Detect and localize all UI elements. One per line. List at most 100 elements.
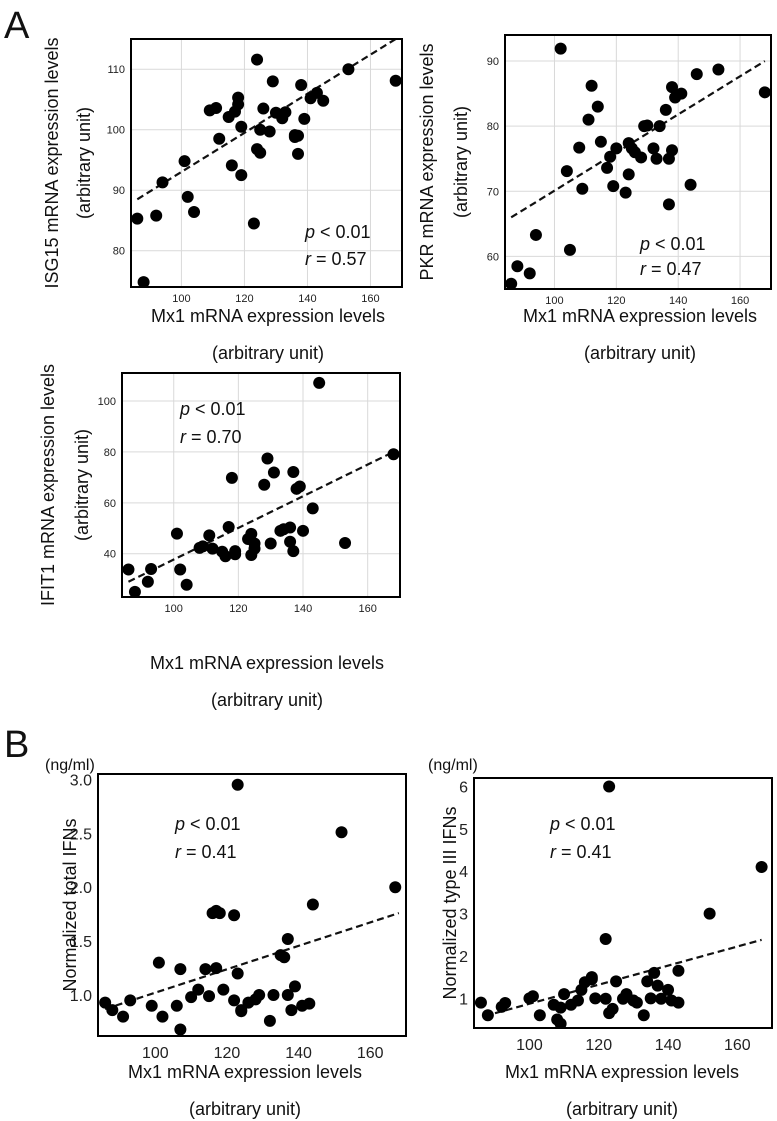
y-tick-label: 40 xyxy=(104,549,116,561)
data-point xyxy=(181,190,194,203)
p-value-annotation: p < 0.01 xyxy=(179,399,246,419)
data-point xyxy=(607,180,620,193)
data-point xyxy=(666,144,679,157)
chart-isg15: 100 120 140 160 80 90 100 110 ISG15 mRNA express… xyxy=(42,37,403,363)
data-point xyxy=(306,898,319,911)
y-axis-unit-label: (ng/ml) xyxy=(45,757,95,774)
data-point xyxy=(712,63,725,76)
plot-frame xyxy=(504,34,772,290)
y-axis-title: Normalized type III IFNs xyxy=(440,806,460,999)
trend-line xyxy=(136,39,397,201)
data-point xyxy=(635,151,648,164)
data-point xyxy=(213,907,226,920)
data-point xyxy=(511,260,524,273)
data-point xyxy=(295,78,308,91)
data-point xyxy=(150,209,163,222)
chart-ifit1: 100 120 140 160 40 60 80 100 IFIT1 mRNA expressi… xyxy=(38,364,401,710)
x-tick-label: 100 xyxy=(545,295,563,307)
data-point xyxy=(389,881,402,894)
r-value-annotation: r = 0.70 xyxy=(180,427,242,447)
data-point xyxy=(196,540,209,553)
data-point xyxy=(152,956,165,969)
data-point xyxy=(666,81,679,94)
y-tick-label: 90 xyxy=(113,185,125,197)
data-point xyxy=(251,53,264,66)
data-point xyxy=(582,113,595,126)
data-point xyxy=(630,996,643,1009)
y-tick-label: 1.0 xyxy=(70,988,92,1005)
data-point xyxy=(703,907,716,920)
data-point xyxy=(387,448,400,461)
y-axis-unit: (arbitrary unit) xyxy=(72,429,92,541)
data-point xyxy=(137,276,150,287)
data-point xyxy=(529,228,542,241)
data-point xyxy=(298,112,311,125)
y-tick-label: 100 xyxy=(107,125,125,137)
data-point xyxy=(297,524,310,537)
data-point xyxy=(285,1004,298,1017)
data-point xyxy=(292,147,305,160)
y-axis-title: IFIT1 mRNA expression levels xyxy=(38,364,58,606)
data-point xyxy=(254,146,267,159)
data-point xyxy=(292,129,305,142)
data-point xyxy=(650,152,663,165)
data-point xyxy=(106,1004,119,1017)
data-point xyxy=(219,550,232,563)
x-tick-label: 140 xyxy=(655,1037,682,1054)
data-point xyxy=(672,964,685,977)
data-point xyxy=(228,909,241,922)
plot-frame xyxy=(121,372,401,598)
data-point xyxy=(576,182,589,195)
data-point xyxy=(232,91,245,104)
data-point xyxy=(655,992,668,1005)
y-tick-label: 80 xyxy=(487,121,499,133)
x-tick-label: 160 xyxy=(731,295,749,307)
data-point xyxy=(210,101,223,114)
x-axis-title: Mx1 mRNA expression levels xyxy=(505,1062,739,1082)
data-point xyxy=(228,994,241,1007)
data-point xyxy=(210,962,223,975)
data-point xyxy=(248,537,261,550)
y-tick-label: 80 xyxy=(104,447,116,459)
data-point xyxy=(339,537,352,550)
data-point xyxy=(117,1010,130,1023)
data-point xyxy=(591,100,604,113)
y-axis-title: PKR mRNA expression levels xyxy=(417,43,437,280)
data-point xyxy=(610,142,623,155)
data-point xyxy=(589,992,602,1005)
data-point xyxy=(653,120,666,133)
data-point xyxy=(217,983,230,996)
data-point xyxy=(174,1023,187,1036)
data-point xyxy=(122,563,135,576)
x-tick-label: 160 xyxy=(357,1045,384,1062)
data-point xyxy=(526,990,539,1003)
data-point xyxy=(188,205,201,218)
data-point xyxy=(178,155,191,168)
data-point xyxy=(199,963,212,976)
x-tick-label: 160 xyxy=(361,293,379,305)
r-value-annotation: r = 0.47 xyxy=(640,259,702,279)
data-point xyxy=(755,860,768,873)
data-point xyxy=(213,132,226,145)
data-point xyxy=(170,527,183,540)
r-value-annotation: r = 0.41 xyxy=(175,842,237,862)
y-tick-label: 80 xyxy=(113,246,125,258)
data-point xyxy=(601,161,614,174)
data-point xyxy=(585,79,598,92)
data-point xyxy=(267,466,280,479)
p-value-annotation: p < 0.01 xyxy=(174,814,241,834)
y-tick-label: 3 xyxy=(459,907,468,924)
y-tick-label: 5 xyxy=(459,822,468,839)
data-point xyxy=(235,169,248,182)
y-axis-unit: (arbitrary unit) xyxy=(74,107,94,219)
data-point xyxy=(672,996,685,1009)
x-axis-title: Mx1 mRNA expression levels xyxy=(150,653,384,673)
data-point xyxy=(174,963,187,976)
x-axis-unit: (arbitrary unit) xyxy=(566,1099,678,1119)
y-tick-label: 110 xyxy=(107,64,125,76)
data-point xyxy=(247,217,260,230)
data-point xyxy=(533,1009,546,1022)
y-tick-label: 90 xyxy=(487,56,499,68)
data-point xyxy=(284,521,297,534)
